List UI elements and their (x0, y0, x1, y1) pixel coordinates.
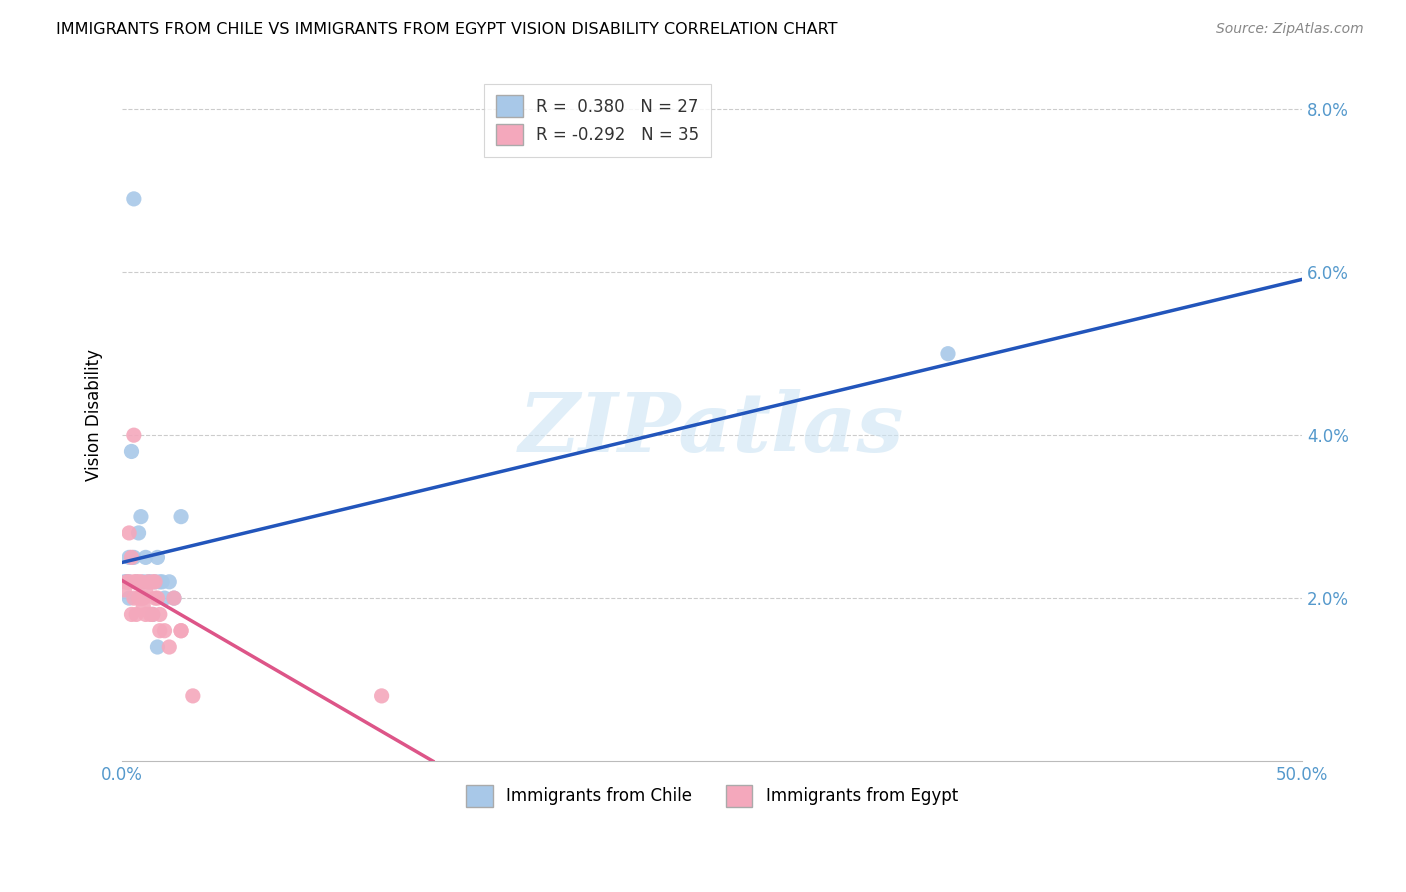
Point (157, 574, 180, 589)
Point (129, 591, 152, 606)
Point (142, 607, 165, 622)
Point (146, 640, 169, 654)
Point (118, 574, 141, 589)
Point (136, 574, 159, 589)
Point (118, 550, 141, 565)
Point (170, 624, 193, 638)
Point (121, 550, 143, 565)
Point (157, 640, 180, 654)
Point (143, 574, 166, 589)
Point (163, 591, 186, 606)
Point (149, 624, 172, 638)
Point (121, 444, 143, 458)
Point (143, 591, 166, 606)
Point (128, 591, 150, 606)
Point (139, 574, 162, 589)
Point (135, 607, 157, 622)
Point (121, 607, 143, 622)
Point (135, 582, 157, 597)
Point (136, 574, 159, 589)
Point (153, 591, 176, 606)
Point (146, 550, 169, 565)
Point (163, 591, 186, 606)
Point (129, 574, 152, 589)
Point (128, 525, 150, 540)
Point (125, 574, 148, 589)
Point (129, 509, 152, 524)
Point (181, 689, 204, 703)
Point (135, 550, 157, 565)
Point (370, 689, 392, 703)
Point (132, 574, 155, 589)
Point (142, 574, 165, 589)
Point (170, 509, 193, 524)
Point (139, 607, 162, 622)
Point (149, 574, 172, 589)
Point (115, 574, 138, 589)
Point (150, 574, 173, 589)
Point (153, 624, 176, 638)
Point (112, 582, 135, 597)
Point (118, 591, 141, 606)
Point (128, 574, 150, 589)
Text: IMMIGRANTS FROM CHILE VS IMMIGRANTS FROM EGYPT VISION DISABILITY CORRELATION CHA: IMMIGRANTS FROM CHILE VS IMMIGRANTS FROM… (56, 22, 838, 37)
Text: ZIPatlas: ZIPatlas (519, 389, 904, 468)
Point (132, 599, 155, 614)
Y-axis label: Vision Disability: Vision Disability (86, 349, 103, 481)
Point (118, 525, 141, 540)
Point (122, 574, 145, 589)
Point (149, 607, 172, 622)
Point (122, 550, 145, 565)
Point (142, 607, 165, 622)
Point (936, 347, 959, 361)
Point (122, 591, 145, 606)
Point (118, 574, 141, 589)
Point (125, 574, 148, 589)
Legend: Immigrants from Chile, Immigrants from Egypt: Immigrants from Chile, Immigrants from E… (458, 777, 966, 815)
Point (170, 624, 193, 638)
Point (143, 574, 166, 589)
Point (122, 192, 145, 206)
Point (122, 428, 145, 442)
Point (146, 591, 169, 606)
Point (125, 607, 148, 622)
Point (132, 591, 155, 606)
Point (115, 574, 138, 589)
Text: Source: ZipAtlas.com: Source: ZipAtlas.com (1216, 22, 1364, 37)
Point (112, 574, 135, 589)
Point (115, 574, 138, 589)
